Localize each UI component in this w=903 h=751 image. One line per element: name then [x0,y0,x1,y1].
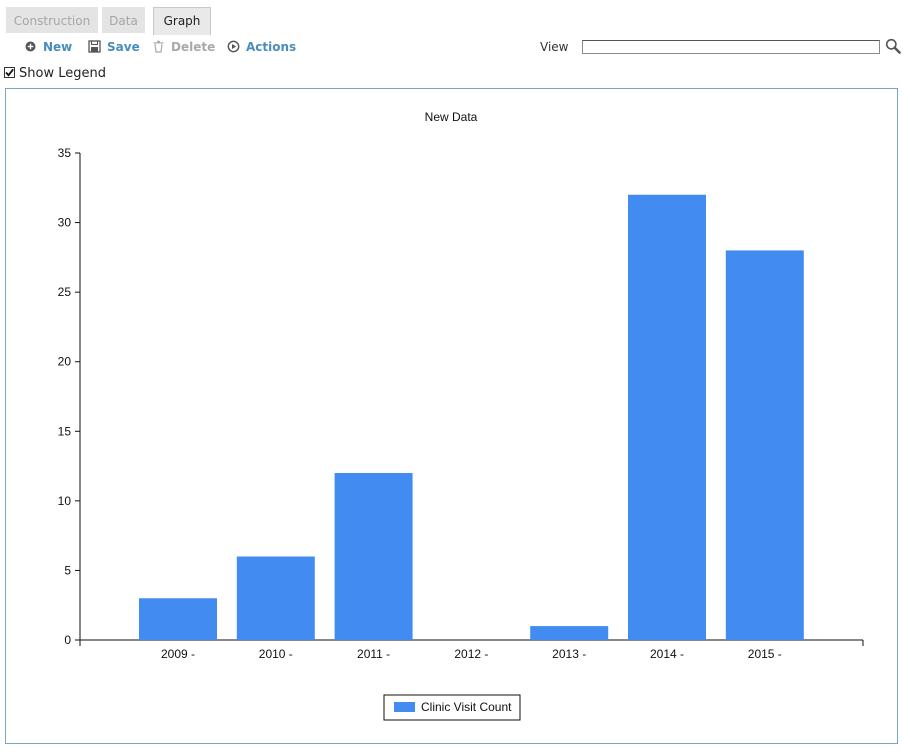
legend-label: Clinic Visit Count [421,700,512,714]
trash-icon [153,40,164,53]
new-button[interactable]: New [24,38,72,56]
y-tick-label: 5 [64,563,71,577]
delete-button-label: Delete [171,40,216,54]
y-tick-label: 10 [58,494,72,508]
legend-swatch [394,702,415,712]
save-button-label: Save [107,40,140,54]
y-tick-label: 20 [58,355,72,369]
x-tick-label: 2012 - [454,647,488,661]
tab-data[interactable]: Data [102,7,145,33]
x-tick-label: 2009 - [161,647,195,661]
plus-circle-icon [25,41,36,52]
bar-chart: New Data 0 5 10 15 20 25 30 35 2009 - 2010 - 2011… [58,110,864,721]
y-tick-label: 35 [58,146,72,160]
search-icon[interactable] [885,38,901,54]
play-circle-icon [227,40,240,53]
tab-construction[interactable]: Construction [6,7,98,33]
toolbar: New Save Delete Actions View [0,38,903,56]
chart-legend: Clinic Visit Count [383,694,521,721]
tab-graph[interactable]: Graph [153,7,211,35]
delete-button[interactable]: Delete [152,38,215,56]
checkmark-icon [5,68,14,77]
view-input[interactable] [582,40,880,54]
bar [236,556,315,640]
y-tick-label: 30 [58,216,72,230]
show-legend-checkbox[interactable] [4,67,15,78]
actions-button[interactable]: Actions [227,38,296,56]
x-tick-label: 2013 - [552,647,586,661]
x-tick-label: 2010 - [259,647,293,661]
bar [725,250,804,640]
chart-panel: New Data 0 5 10 15 20 25 30 35 2009 - 2010 - 2011… [5,88,898,744]
save-button[interactable]: Save [88,38,140,56]
show-legend-label: Show Legend [19,66,106,81]
view-label: View [540,40,569,54]
y-axis: 0 5 10 15 20 25 30 35 [58,146,81,647]
bars [139,194,804,640]
bar [530,626,609,640]
x-tick-label: 2011 - [357,647,390,661]
actions-button-label: Actions [246,40,297,54]
x-tick-label: 2015 - [748,647,782,661]
y-tick-label: 0 [64,633,71,647]
bar [334,473,413,640]
bar [139,598,217,640]
chart-title: New Data [425,110,478,124]
new-button-label: New [43,40,73,54]
x-axis: 2009 - 2010 - 2011 - 2012 - 2013 - 2014 - 2015… [79,639,864,661]
bar [628,194,706,640]
show-legend-toggle[interactable]: Show Legend [4,66,106,82]
y-tick-label: 25 [58,285,72,299]
floppy-disk-icon [88,40,101,53]
y-tick-label: 15 [58,424,72,438]
x-tick-label: 2014 - [650,647,684,661]
